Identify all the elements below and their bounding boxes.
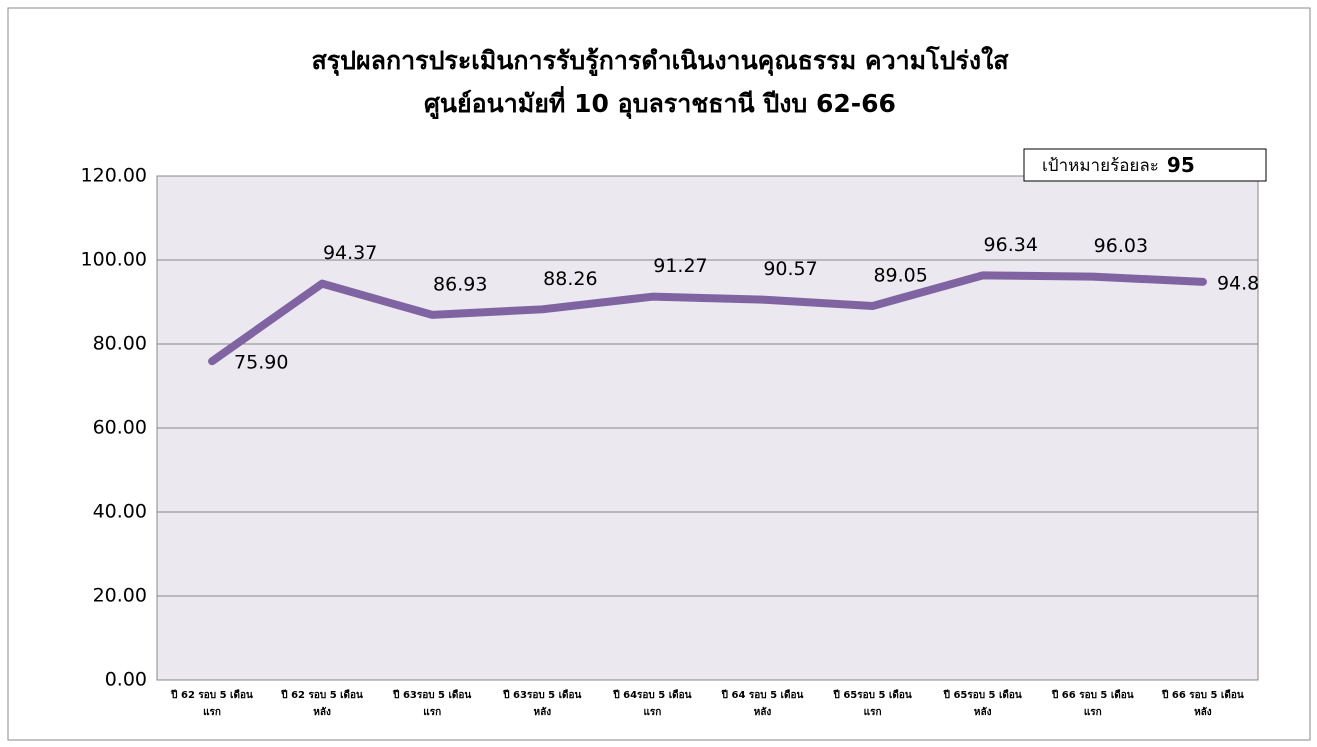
x-tick-label: ปี 62 รอบ 5 เดือน แรก — [171, 690, 253, 718]
target-value: 95 — [1167, 153, 1195, 177]
data-label: 94.8 — [1217, 272, 1259, 294]
data-label: 94.37 — [323, 242, 377, 264]
x-tick-label: ปี 63รอบ 5 เดือน แรก — [393, 690, 472, 718]
data-label: 91.27 — [653, 255, 707, 277]
data-label: 89.05 — [873, 264, 927, 286]
chart-title: สรุปผลการประเมินการรับรู้การดำเนินงานคุณ… — [311, 45, 1009, 77]
x-tick-label: ปี 65รอบ 5 เดือน หลัง — [943, 690, 1022, 718]
data-label: 96.34 — [984, 234, 1038, 256]
y-tick-label: 0.00 — [105, 669, 147, 691]
data-label: 90.57 — [763, 258, 817, 280]
x-tick-label: ปี 63รอบ 5 เดือน หลัง — [503, 690, 582, 718]
y-tick-label: 120.00 — [81, 165, 147, 187]
data-label: 88.26 — [543, 268, 597, 290]
x-tick-label: ปี 66 รอบ 5 เดือน แรก — [1051, 690, 1134, 718]
x-tick-label: ปี 66 รอบ 5 เดือน หลัง — [1162, 690, 1244, 718]
data-label: 86.93 — [433, 273, 487, 295]
y-tick-label: 40.00 — [93, 501, 147, 523]
y-tick-label: 20.00 — [93, 585, 147, 607]
x-tick-label: ปี 64รอบ 5 เดือน แรก — [613, 690, 692, 718]
chart-title: ศูนย์อนามัยที่ 10 อุบลราชธานี ปีงบ 62-66 — [424, 86, 896, 120]
data-line — [208, 271, 1207, 366]
data-label: 96.03 — [1094, 235, 1148, 257]
target-box — [1023, 148, 1267, 182]
x-tick-label: ปี 64 รอบ 5 เดือน หลัง — [721, 690, 804, 718]
y-tick-label: 80.00 — [93, 333, 147, 355]
target-label: เป้าหมายร้อยละ 95 — [1042, 153, 1195, 177]
y-tick-label: 60.00 — [93, 417, 147, 439]
target-text: เป้าหมายร้อยละ — [1042, 156, 1159, 176]
data-label: 75.90 — [234, 352, 288, 374]
x-tick-label: ปี 62 รอบ 5 เดือน หลัง — [281, 690, 363, 718]
y-tick-label: 100.00 — [81, 249, 147, 271]
x-tick-label: ปี 65รอบ 5 เดือน แรก — [833, 690, 912, 718]
